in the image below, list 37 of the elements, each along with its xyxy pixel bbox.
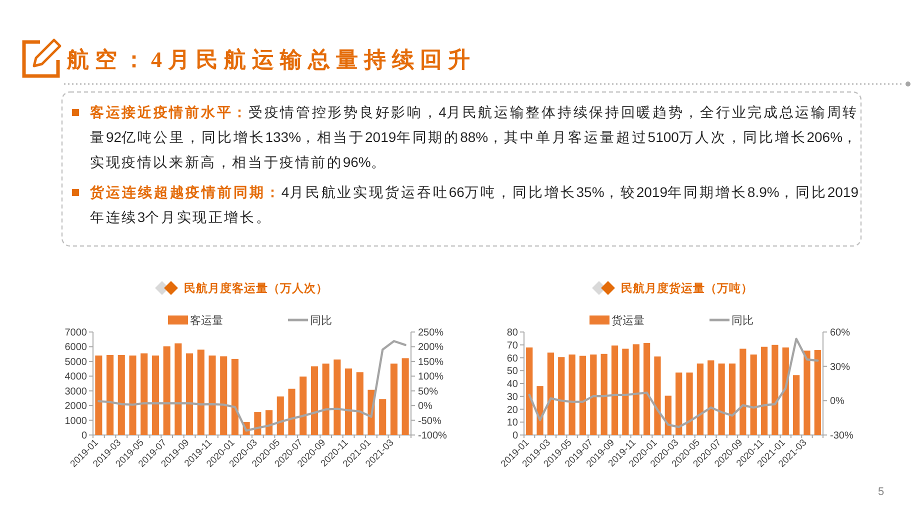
chart-title: 民航月度货运量（万吨）: [621, 283, 753, 295]
y2tick-label: 50%: [418, 386, 438, 398]
ytick-label: 2000: [64, 401, 87, 412]
legend-label: 同比: [732, 315, 754, 327]
ytick-label: 0: [81, 430, 87, 442]
ytick-label: 1000: [64, 416, 87, 427]
legend-label: 客运量: [190, 315, 223, 327]
ytick-label: 3000: [64, 386, 87, 398]
y2tick-label: -30%: [830, 430, 854, 442]
y2tick-label: -100%: [418, 430, 447, 442]
ytick-label: 4000: [64, 372, 87, 383]
ytick-label: 30: [506, 392, 518, 403]
ytick-label: 40: [506, 379, 518, 390]
y2tick-label: 250%: [418, 328, 444, 338]
ytick-label: 70: [506, 340, 518, 352]
y2tick-label: 0%: [830, 396, 844, 408]
ytick-label: 80: [506, 328, 518, 338]
ytick-label: 60: [506, 353, 518, 364]
y2tick-label: 100%: [418, 372, 444, 383]
ytick-label: 0: [512, 430, 518, 442]
y2tick-label: 60%: [830, 328, 850, 338]
legend-label: 货运量: [612, 315, 644, 327]
ytick-label: 6000: [64, 342, 87, 354]
ytick-label: 50: [506, 366, 518, 378]
legend-label: 同比: [310, 315, 332, 327]
page-number: 5: [878, 486, 884, 498]
ytick-label: 10: [506, 418, 518, 429]
slide-title: 航空：4月民航运输总量持续回升: [67, 47, 476, 72]
y2tick-label: 30%: [830, 362, 850, 373]
ytick-label: 5000: [64, 356, 87, 368]
ytick-label: 7000: [64, 328, 87, 338]
y2tick-label: 0%: [418, 401, 432, 412]
y2tick-label: -50%: [418, 416, 442, 427]
y2tick-label: 200%: [418, 342, 444, 354]
ytick-label: 20: [506, 404, 518, 416]
chart-title: 民航月度客运量（万人次）: [184, 283, 328, 295]
y2tick-label: 150%: [418, 356, 444, 368]
